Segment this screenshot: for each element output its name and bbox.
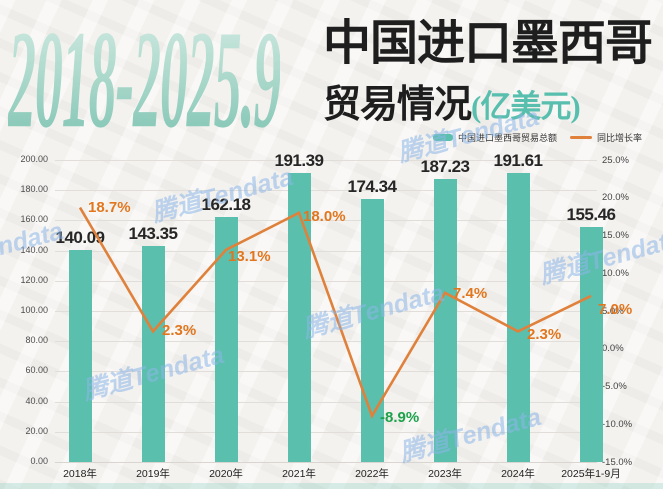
chart-legend: 中国进口墨西哥贸易总额 同比增长率 — [433, 131, 642, 144]
page-unit: (亿美元) — [471, 89, 581, 125]
gridline — [55, 431, 597, 433]
gridline — [55, 160, 597, 161]
left-axis-tick-label: 140.00 — [20, 244, 48, 255]
x-axis-label: 2023年 — [428, 468, 462, 480]
legend-label: 中国进口墨西哥贸易总额 — [458, 133, 558, 143]
left-axis-tick-label: 180.00 — [20, 184, 48, 195]
bar-value-label: 174.34 — [347, 176, 398, 196]
bar — [506, 172, 530, 462]
page-subtitle: 贸易情况 — [323, 84, 472, 127]
bar — [433, 179, 457, 462]
page-title-block: 中国进口墨西哥 贸易情况(亿美元) — [323, 16, 663, 128]
right-axis-tick-label: -10.0% — [602, 418, 633, 430]
bar — [579, 227, 603, 462]
left-axis-tick-label: 0.00 — [30, 456, 48, 466]
growth-point-label: 18.0% — [303, 207, 346, 225]
growth-point-label: 2.3% — [162, 322, 197, 340]
left-axis-tick-label: 40.00 — [25, 395, 48, 406]
left-axis-tick-label: 160.00 — [20, 214, 48, 225]
bottom-reflection-band — [0, 483, 663, 489]
bar — [141, 245, 165, 462]
growth-point-label: 13.1% — [228, 247, 271, 265]
right-axis-tick-label: 5.0% — [602, 305, 624, 317]
x-axis-label: 2020年 — [209, 468, 243, 480]
x-axis-label: 2022年 — [355, 468, 389, 480]
right-axis-tick-label: 20.0% — [602, 192, 629, 204]
growth-point-label: -8.9% — [380, 408, 420, 426]
bar-value-label: 155.46 — [566, 205, 617, 225]
right-axis-tick-label: 25.0% — [602, 154, 629, 166]
legend-bar-swatch — [433, 134, 453, 141]
right-axis-tick-label: 10.0% — [602, 267, 629, 279]
x-axis-label: 2021年 — [282, 468, 316, 480]
legend-item: 中国进口墨西哥贸易总额 — [433, 131, 557, 144]
growth-point-label: 7.4% — [453, 284, 488, 302]
left-axis-tick-label: 200.00 — [20, 154, 48, 164]
right-axis-tick-label: 0.0% — [602, 343, 624, 355]
x-axis-label: 2019年 — [136, 468, 170, 480]
x-axis-label: 2025年1-9月 — [561, 468, 621, 480]
growth-point-label: 7.0% — [598, 300, 633, 318]
gridline — [55, 462, 597, 463]
bar-value-label: 162.18 — [201, 195, 252, 215]
bar-value-label: 191.61 — [493, 150, 544, 170]
left-axis-tick-label: 80.00 — [25, 335, 48, 346]
gridline — [55, 190, 597, 192]
page-title-years: 2018-2025.9 — [8, 1, 281, 157]
bar-value-label: 191.39 — [274, 151, 325, 170]
right-axis-tick-label: 15.0% — [602, 230, 629, 241]
growth-point-label: 18.7% — [88, 198, 131, 216]
x-axis-label: 2024年 — [501, 468, 535, 480]
right-axis-tick-label: -5.0% — [602, 381, 627, 392]
growth-point-label: 2.3% — [527, 326, 562, 344]
x-axis-label: 2018年 — [63, 468, 97, 480]
legend-line-swatch — [570, 136, 593, 139]
bar-value-label: 140.09 — [55, 228, 106, 248]
left-axis-tick-label: 120.00 — [20, 274, 48, 285]
bar-value-label: 143.35 — [128, 223, 179, 243]
left-axis-tick-label: 100.00 — [20, 305, 48, 315]
legend-label: 同比增长率 — [597, 133, 643, 143]
left-axis-tick-label: 20.00 — [25, 425, 48, 436]
bar — [68, 250, 92, 462]
legend-item: 同比增长率 — [570, 131, 642, 144]
page-subtitle-row: 贸易情况(亿美元) — [323, 73, 663, 128]
bar-value-label: 187.23 — [420, 157, 471, 177]
page-title: 中国进口墨西哥 — [323, 17, 653, 70]
right-axis-tick-label: -15.0% — [602, 456, 633, 468]
left-axis-tick-label: 60.00 — [25, 365, 48, 376]
